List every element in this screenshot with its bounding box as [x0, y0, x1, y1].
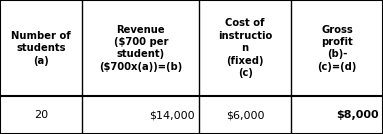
Text: Revenue
($700 per
student)
($700x(a))=(b): Revenue ($700 per student) ($700x(a))=(b… — [99, 25, 182, 72]
Text: 20: 20 — [34, 110, 48, 120]
Text: $14,000: $14,000 — [149, 110, 195, 120]
Text: Cost of
instructio
n
(fixed)
(c): Cost of instructio n (fixed) (c) — [218, 18, 272, 78]
Text: $6,000: $6,000 — [226, 110, 264, 120]
Text: $8,000: $8,000 — [336, 110, 378, 120]
Text: Number of
students
(a): Number of students (a) — [11, 31, 71, 66]
Text: Gross
profit
(b)-
(c)=(d): Gross profit (b)- (c)=(d) — [318, 25, 357, 72]
